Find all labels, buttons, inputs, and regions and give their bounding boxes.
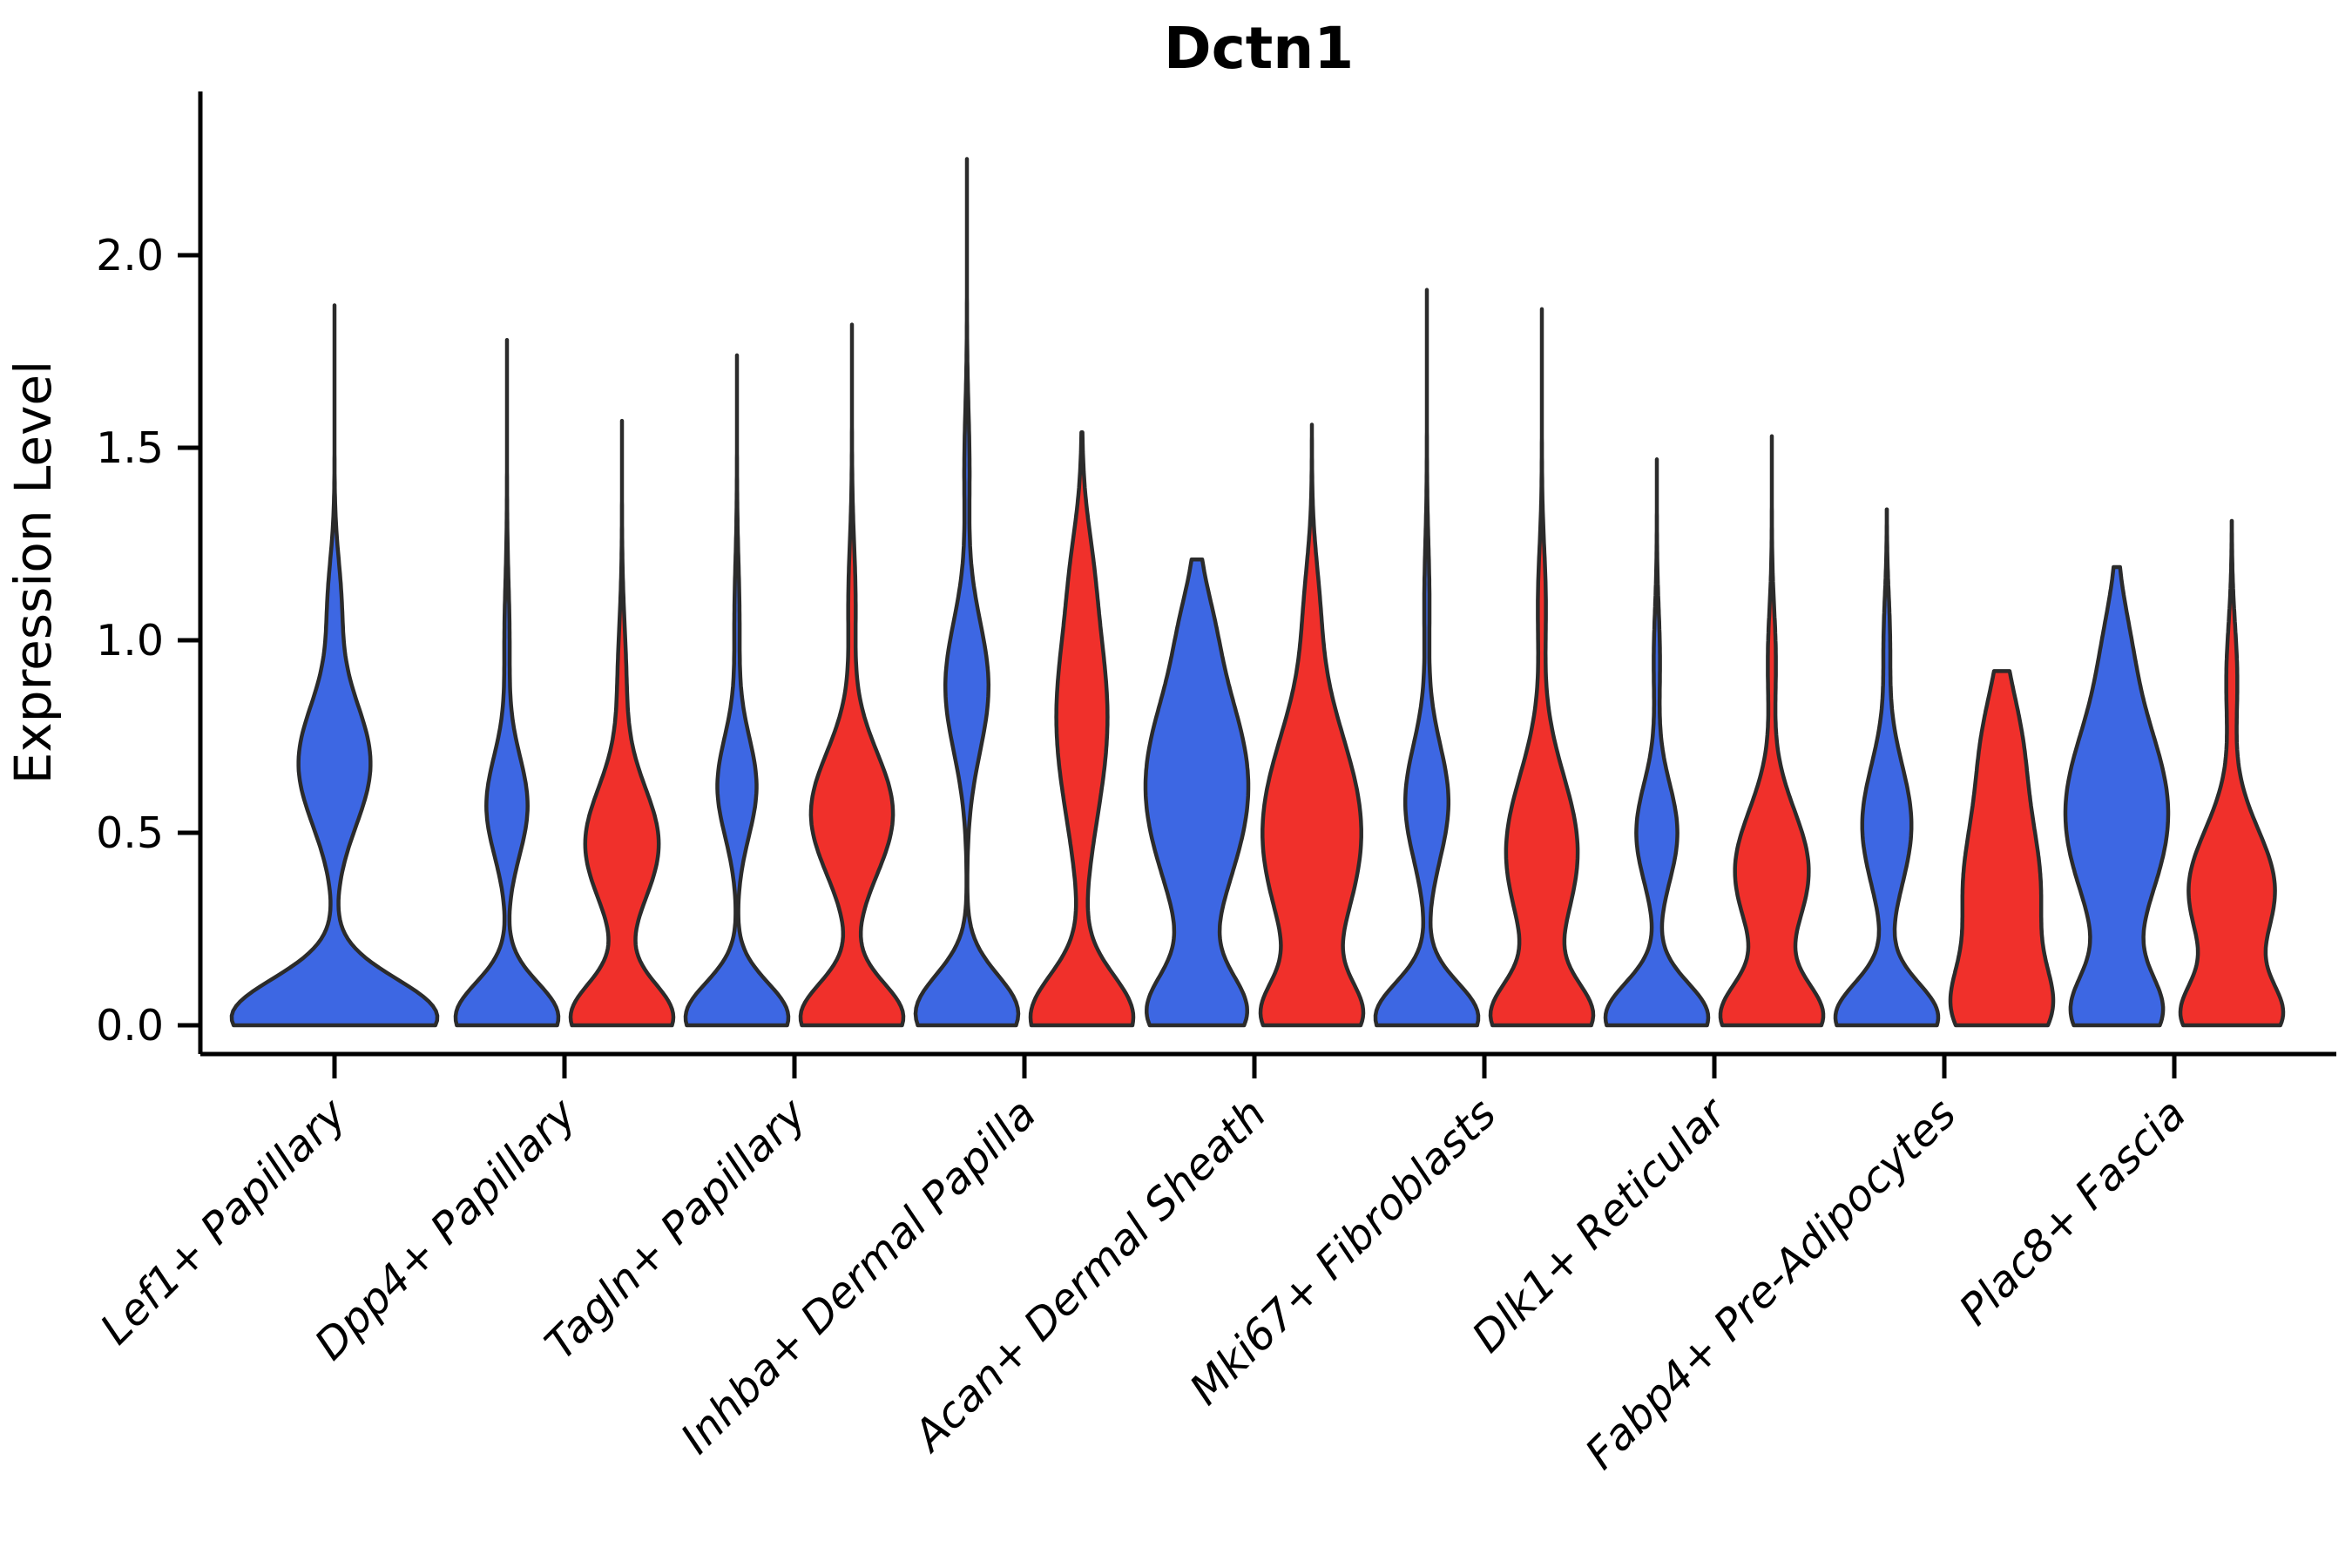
y-axis-label: Expression Level [3,361,63,784]
violin-mki67-fibroblasts-group-red [1488,307,1596,1028]
y-tick-label: 1.5 [96,423,164,473]
violin-tagln-papillary-group-blue [683,353,791,1028]
violin-acan-dermal-sheath-group-blue [1143,557,1251,1028]
violin-inhba-dermal-papilla-group-blue [913,157,1021,1028]
y-tick-label: 2.0 [96,231,164,280]
violin-fabp4-pre-adipocytes-group-blue [1833,507,1941,1028]
violin-dlk1-reticular-group-red [1718,434,1826,1028]
violin-tagln-papillary-group-red [798,322,906,1028]
y-tick-label: 0.0 [96,1001,164,1051]
chart-title: Dctn1 [1164,15,1354,82]
violin-acan-dermal-sheath-group-red [1258,422,1366,1028]
violin-fabp4-pre-adipocytes-group-red [1948,669,2056,1028]
violin-lef1-papillary-group-blue [229,303,440,1028]
violin-dpp4-papillary-group-red [568,418,676,1028]
y-tick-label: 0.5 [96,808,164,858]
violin-dlk1-reticular-group-blue [1603,457,1711,1028]
violin-dpp4-papillary-group-blue [453,337,561,1028]
violins-layer [229,157,2286,1028]
y-axis-ticks: 0.0 0.5 1.0 1.5 2.0 [96,231,200,1051]
violin-plac8-fascia-group-blue [2063,564,2171,1028]
axes-layer [198,91,2336,1057]
violin-inhba-dermal-papilla-group-red [1028,430,1136,1028]
violin-mki67-fibroblasts-group-blue [1373,287,1481,1028]
y-tick-label: 1.0 [96,616,164,666]
violin-plac8-fascia-group-red [2178,518,2286,1028]
